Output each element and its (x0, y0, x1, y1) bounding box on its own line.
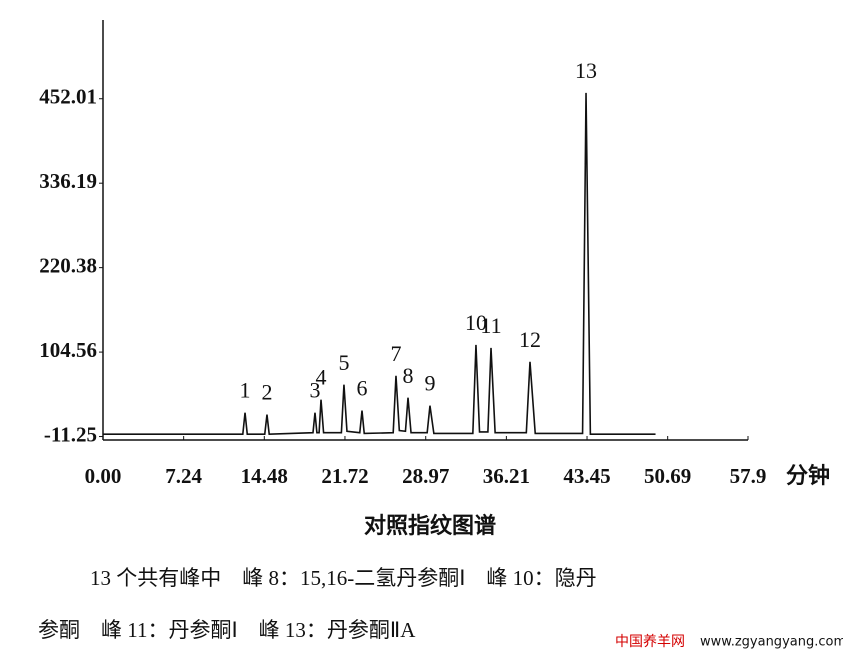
peak-label: 11 (480, 313, 501, 338)
y-tick-label: 104.56 (39, 338, 97, 362)
watermark-site: 中国养羊网 (615, 634, 685, 650)
note-line: 参酮 峰 11：丹参酮Ⅰ 峰 13：丹参酮ⅡA (38, 618, 416, 642)
y-tick-label: 220.38 (39, 253, 97, 277)
x-tick-label: 57.9 (730, 464, 767, 488)
x-tick-label: 7.24 (165, 464, 202, 488)
x-tick-label: 14.48 (241, 464, 288, 488)
y-tick-label: 452.01 (39, 85, 97, 109)
caption: 对照指纹图谱 (364, 513, 496, 538)
peak-label: 5 (338, 350, 349, 375)
x-tick-label: 43.45 (563, 464, 610, 488)
y-tick-label: -11.25 (44, 422, 97, 446)
peak-label: 4 (316, 365, 327, 390)
watermark-url: www.zgyangyang.com (700, 635, 843, 650)
x-axis-label: 分钟 (786, 463, 830, 488)
peak-label: 13 (575, 58, 597, 83)
peak-label: 10 (465, 310, 487, 335)
peak-label: 7 (390, 341, 401, 366)
x-tick-label: 36.21 (483, 464, 530, 488)
x-tick-label: 21.72 (321, 464, 368, 488)
x-tick-label: 0.00 (85, 464, 122, 488)
x-tick-label: 50.69 (644, 464, 691, 488)
peak-label: 2 (261, 380, 272, 405)
peak-label: 6 (357, 376, 368, 401)
y-tick-label: 336.19 (39, 169, 97, 193)
peak-label: 9 (424, 371, 435, 396)
peak-label: 12 (519, 327, 541, 352)
peak-label: 8 (403, 363, 414, 388)
x-tick-label: 28.97 (402, 464, 449, 488)
peak-label: 1 (240, 378, 251, 403)
note-line: 13 个共有峰中 峰 8：15,16-二氢丹参酮Ⅰ 峰 10：隐丹 (90, 566, 597, 590)
chromatogram-line (103, 92, 656, 435)
peak-label: 3 (309, 378, 320, 403)
